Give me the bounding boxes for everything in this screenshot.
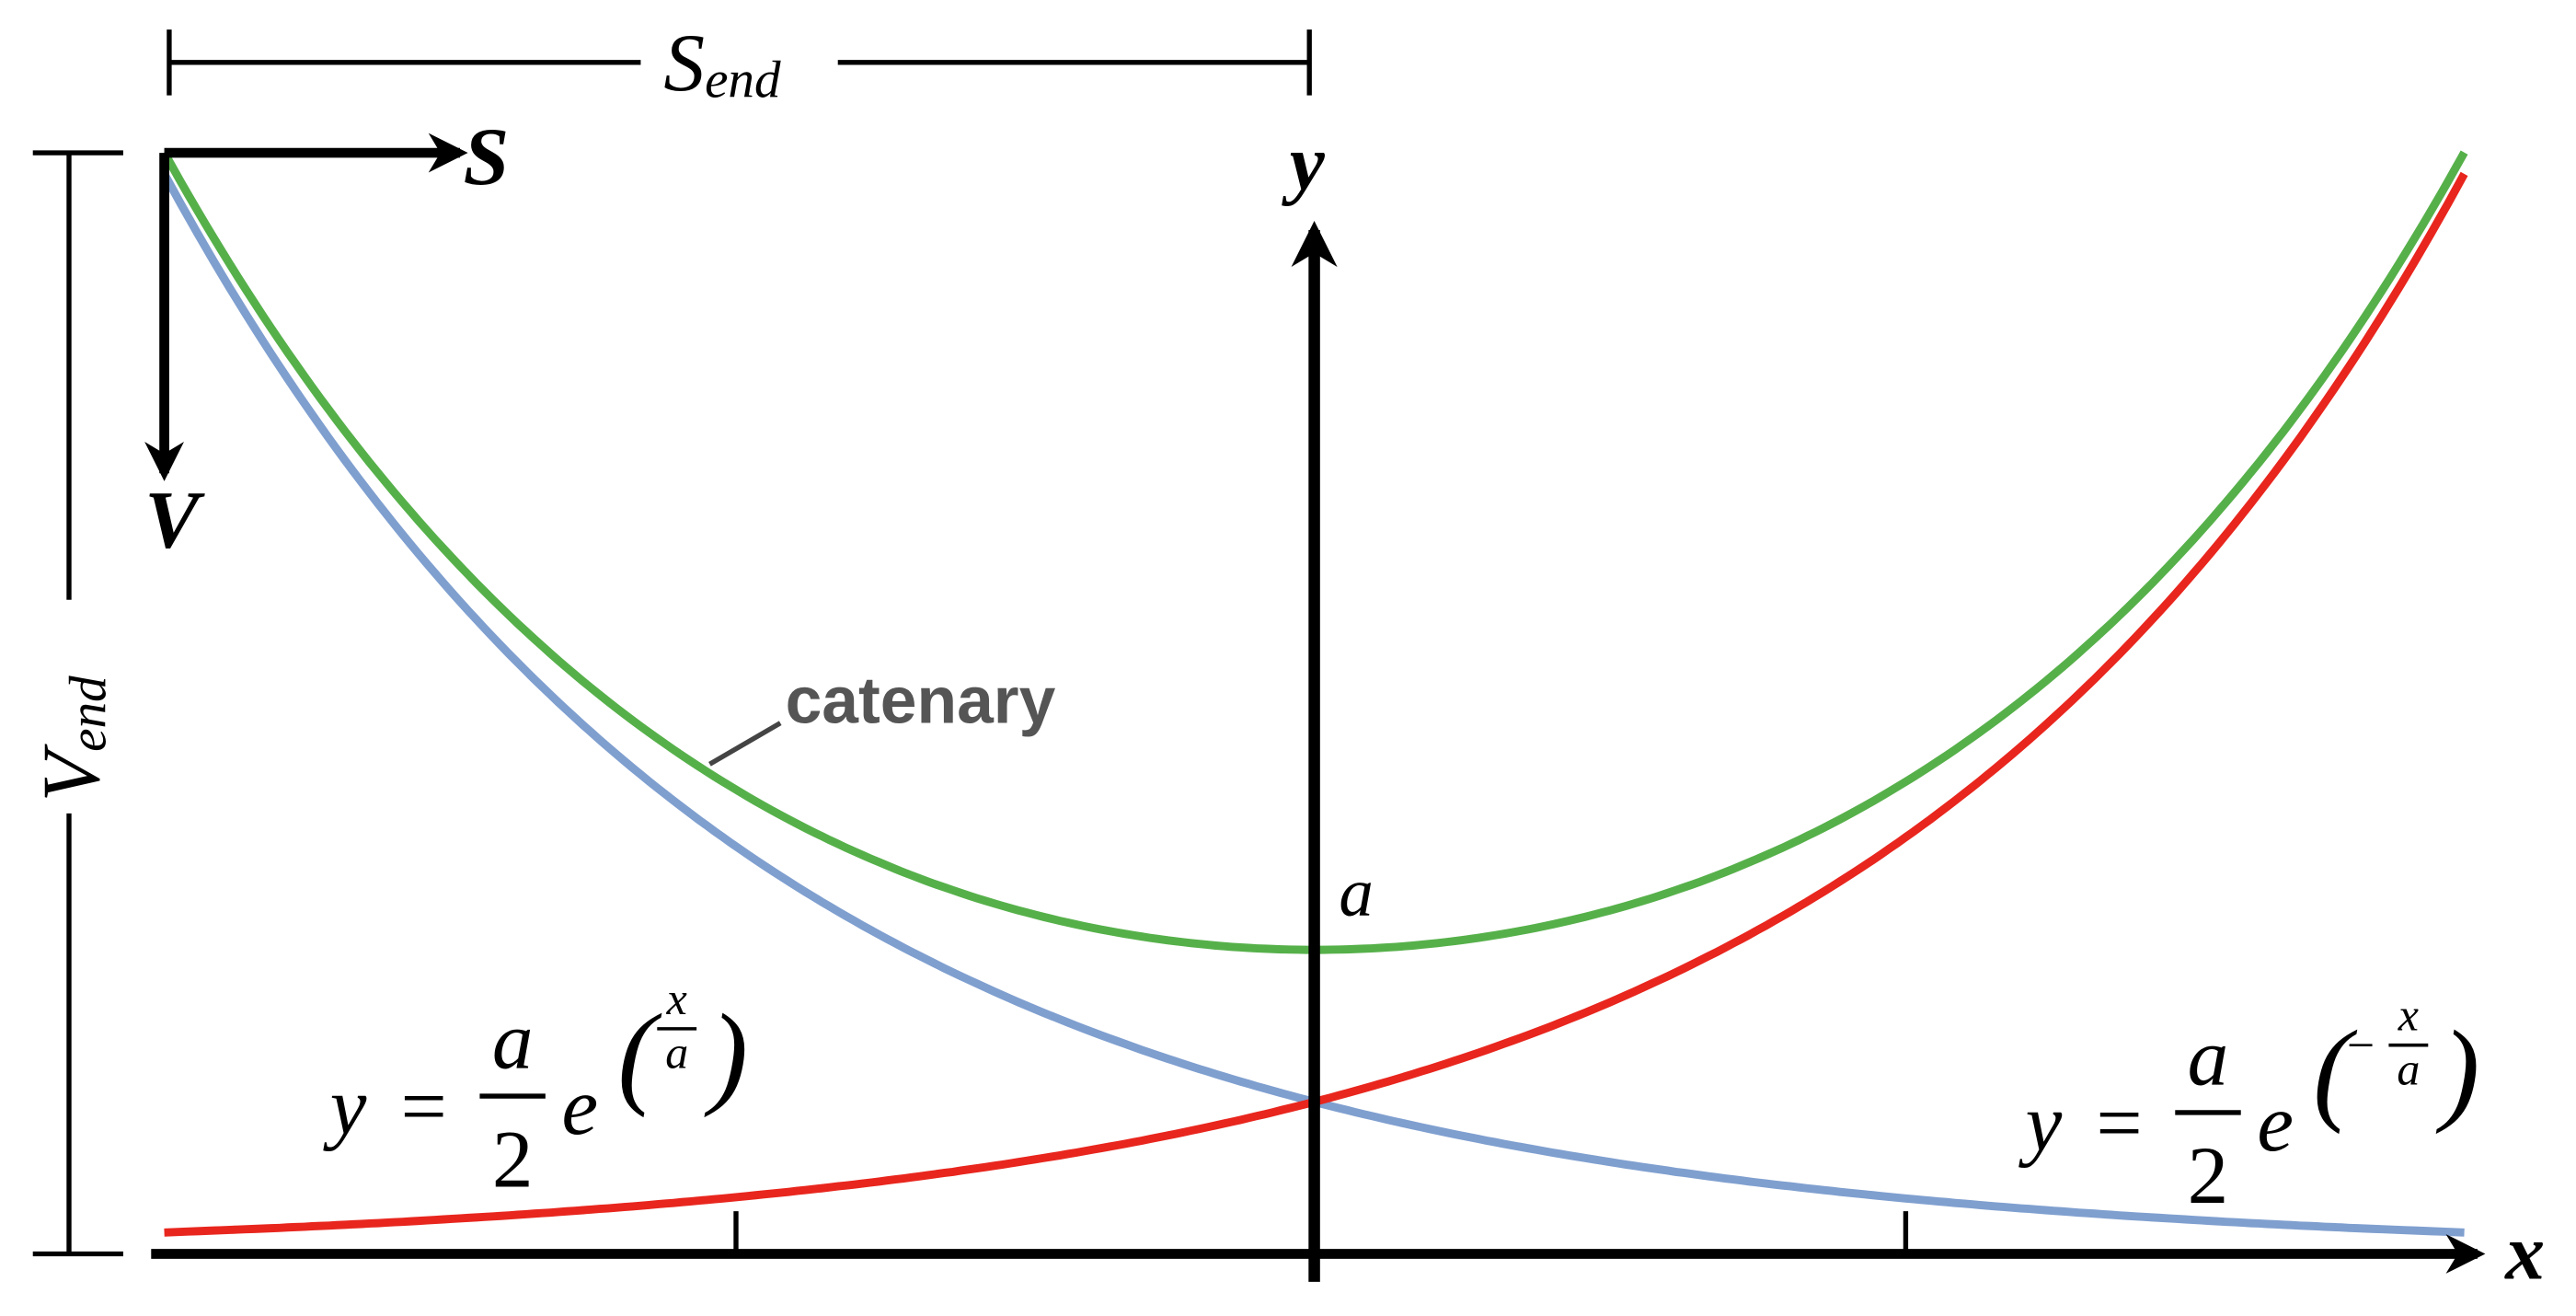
eq-num: a [492,996,534,1087]
paren: ( [617,992,662,1119]
exp-den: a [665,1027,688,1079]
s-end-main: S [663,17,705,109]
exp-num: x [666,973,687,1024]
v-end-dimension: Vend [26,150,123,1257]
s-end-sub: end [705,51,781,109]
exp-num: x [2398,989,2419,1041]
curve-label: catenary [786,664,1056,738]
eq-base: e [2257,1078,2294,1169]
exp-sign: − [2347,1018,2375,1073]
eq-num: a [2188,1012,2229,1103]
s-end-dimension: Send [167,17,1312,109]
v-end-sub: end [59,675,117,752]
a-label: a [1339,855,1374,931]
eq-den: 2 [492,1114,534,1205]
v-end-main: V [26,743,117,802]
v-label: V [144,475,205,566]
eq-sign: = [2096,1078,2142,1169]
eq-den: 2 [2188,1130,2229,1221]
s-label: S [464,111,510,202]
paren: ) [2436,1008,2480,1135]
equation-left: y =a2e(xa) [323,973,748,1206]
v-end-label: Vend [26,675,117,802]
equation-right: y =a2e (−xa) [2018,989,2480,1222]
eq-lhs: y [2018,1078,2063,1169]
eq-base: e [562,1061,599,1152]
s-end-label: Send [663,17,781,109]
y-axis-label: y [1282,119,1326,206]
paren: ( [2313,1008,2358,1135]
eq-sign: = [401,1061,447,1152]
eq-lhs: y [323,1061,367,1152]
exp-den: a [2397,1044,2420,1095]
x-axis-label: x [2503,1208,2545,1296]
paren: ) [704,992,748,1119]
leader [708,721,782,767]
